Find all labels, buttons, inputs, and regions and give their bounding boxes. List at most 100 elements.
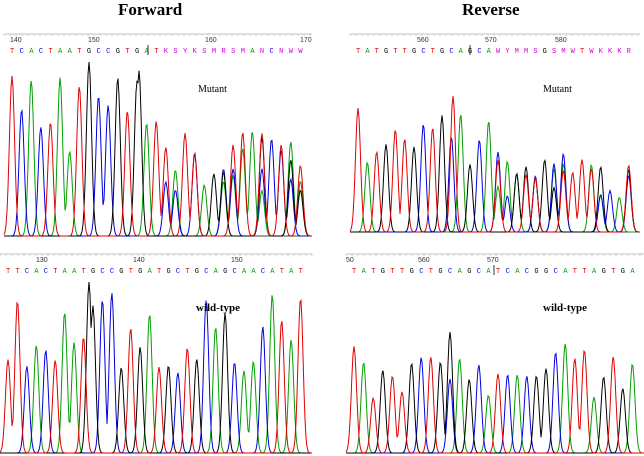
base-call: C [419, 268, 423, 276]
base-call: R [221, 48, 226, 56]
base-call: G [381, 268, 385, 276]
base-call: T [82, 268, 86, 276]
base-call: S [202, 48, 206, 56]
base-call: C [270, 48, 274, 56]
base-call: C [100, 268, 104, 276]
chromatogram-traces [0, 281, 312, 454]
base-call: T [280, 268, 284, 276]
trace-g [350, 115, 640, 233]
base-call: A [487, 48, 492, 56]
ruler-number: 140 [133, 257, 145, 264]
trace-t [0, 299, 312, 454]
ruler-number: 170 [300, 37, 312, 44]
base-call: G [166, 268, 170, 276]
base-call: C [477, 268, 481, 276]
base-call: G [544, 268, 548, 276]
base-call: G [438, 268, 442, 276]
base-call: A [592, 268, 597, 276]
base-call: T [496, 268, 500, 276]
chromatogram-traces [349, 95, 640, 233]
base-call: G [135, 48, 139, 56]
base-call: W [298, 48, 303, 56]
base-call: A [250, 48, 255, 56]
base-call: N [260, 48, 264, 56]
base-call: C [477, 48, 481, 56]
base-call: C [20, 48, 24, 56]
base-call: A [68, 48, 73, 56]
base-call: G [621, 268, 625, 276]
base-call: G [602, 268, 606, 276]
ruler-number: 150 [231, 257, 243, 264]
ruler-number: 560 [417, 37, 429, 44]
base-call: T [429, 268, 433, 276]
base-call: T [15, 268, 19, 276]
trace-c [4, 97, 312, 237]
base-call: W [589, 48, 594, 56]
ruler-number: 570 [485, 37, 497, 44]
ruler-number: 570 [487, 257, 499, 264]
base-call: C [97, 48, 101, 56]
base-call: G [223, 268, 227, 276]
base-call: T [125, 48, 129, 56]
base-call: C [233, 268, 237, 276]
trace-t [3, 75, 312, 237]
base-call: T [48, 48, 52, 56]
base-call: G [410, 268, 414, 276]
base-call: G [195, 268, 199, 276]
base-call: A [72, 268, 77, 276]
panel-label: Mutant [198, 84, 227, 95]
ruler-number: 560 [418, 257, 430, 264]
base-call: T [580, 48, 584, 56]
base-call: A [148, 268, 153, 276]
base-call: C [421, 48, 425, 56]
base-call: C [554, 268, 558, 276]
base-call: A [365, 48, 370, 56]
base-call: A [459, 48, 464, 56]
reverse-heading: Reverse [462, 0, 520, 19]
reverse-mutant-panel: 560570580TATGTTGCTGCAGCAWYMMSGSMWTWKKKRM… [349, 33, 640, 233]
base-call: K [617, 48, 622, 56]
base-call: A [214, 268, 219, 276]
base-call: A [242, 268, 247, 276]
panel-label: wild-type [543, 302, 587, 314]
base-call: T [77, 48, 81, 56]
base-call: G [543, 48, 547, 56]
base-call: C [261, 268, 265, 276]
base-call: T [185, 268, 189, 276]
base-call: G [440, 48, 444, 56]
base-call: A [362, 268, 367, 276]
base-call: G [138, 268, 142, 276]
base-call: K [599, 48, 604, 56]
base-call: C [506, 268, 510, 276]
base-call: Y [505, 48, 510, 56]
base-call: A [34, 268, 39, 276]
base-call: A [458, 268, 463, 276]
base-call: T [582, 268, 586, 276]
ruler-number: 150 [88, 37, 100, 44]
base-call: W [289, 48, 294, 56]
base-call: G [467, 268, 471, 276]
base-call: A [270, 268, 275, 276]
ruler-number: 140 [10, 37, 22, 44]
panel-label: wild-type [196, 302, 240, 314]
base-call: T [6, 268, 10, 276]
base-call: A [630, 268, 635, 276]
base-call: M [241, 48, 245, 56]
base-call: G [87, 48, 91, 56]
base-call: T [129, 268, 133, 276]
base-call: C [449, 48, 453, 56]
base-call: K [193, 48, 198, 56]
base-call: W [571, 48, 576, 56]
ruler-number: 50 [346, 257, 354, 264]
base-call: K [164, 48, 169, 56]
base-call: A [289, 268, 294, 276]
panel-label: Mutant [543, 84, 572, 95]
chromatogram-traces [3, 61, 312, 237]
base-call: T [375, 48, 379, 56]
base-call: T [390, 268, 394, 276]
